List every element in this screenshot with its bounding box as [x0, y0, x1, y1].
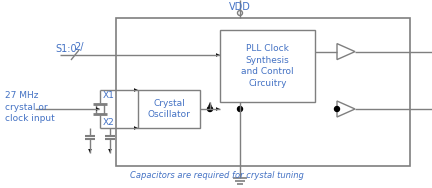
Text: PLL Clock
Synthesis
and Control
Circuitry: PLL Clock Synthesis and Control Circuitr…	[241, 44, 294, 88]
Polygon shape	[216, 107, 220, 111]
Polygon shape	[134, 126, 138, 130]
Polygon shape	[134, 88, 138, 92]
Text: 27 MHz
crystal or
clock input: 27 MHz crystal or clock input	[5, 91, 55, 123]
Text: 2/: 2/	[74, 42, 83, 52]
Text: Capacitors are required for crystal tuning: Capacitors are required for crystal tuni…	[130, 171, 304, 180]
Bar	[138, 90, 200, 128]
Circle shape	[207, 106, 213, 111]
Bar	[116, 18, 410, 166]
Polygon shape	[88, 149, 92, 153]
Text: X2: X2	[103, 118, 115, 127]
Circle shape	[334, 106, 340, 111]
Bar	[220, 30, 315, 102]
Text: Crystal
Oscillator: Crystal Oscillator	[148, 99, 191, 119]
Text: S1:0: S1:0	[55, 44, 76, 54]
Text: X1: X1	[103, 91, 115, 100]
Polygon shape	[96, 107, 100, 111]
Polygon shape	[108, 149, 112, 153]
Polygon shape	[208, 102, 212, 106]
Bar	[96, 104, 104, 114]
Circle shape	[238, 106, 242, 111]
Text: VDD: VDD	[229, 2, 251, 12]
Polygon shape	[216, 53, 220, 57]
